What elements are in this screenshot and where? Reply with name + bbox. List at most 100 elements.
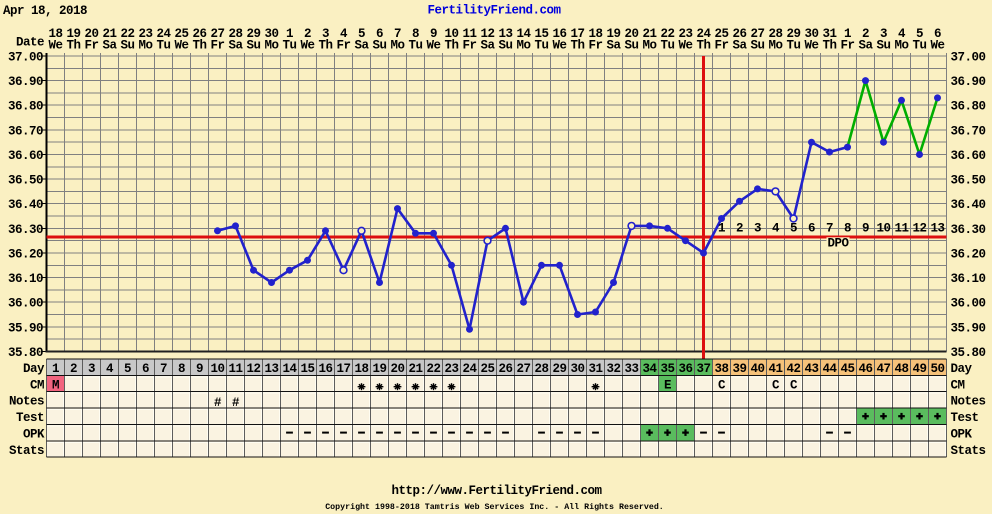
svg-text:25: 25	[174, 27, 188, 41]
svg-text:OPK: OPK	[951, 427, 973, 441]
svg-text:44: 44	[822, 362, 837, 376]
svg-text:18: 18	[354, 362, 368, 376]
svg-text:E: E	[664, 378, 671, 392]
svg-text:15: 15	[534, 27, 548, 41]
svg-text:Mo: Mo	[642, 39, 656, 53]
svg-text:5: 5	[916, 27, 923, 41]
svg-text:Mo: Mo	[894, 39, 908, 53]
svg-text:Th: Th	[696, 39, 710, 53]
svg-text:22: 22	[120, 27, 134, 41]
svg-text:36.10: 36.10	[8, 272, 43, 286]
svg-text:36.80: 36.80	[8, 100, 43, 114]
svg-text:10: 10	[444, 27, 458, 41]
svg-text:27: 27	[210, 27, 224, 41]
svg-text:Tu: Tu	[660, 39, 674, 53]
svg-text:2: 2	[736, 221, 743, 235]
svg-text:11: 11	[894, 221, 908, 235]
svg-text:6: 6	[376, 27, 383, 41]
svg-text:27: 27	[516, 362, 530, 376]
svg-text:14: 14	[516, 27, 531, 41]
svg-text:Day: Day	[23, 362, 45, 376]
svg-text:35.80: 35.80	[951, 346, 986, 360]
svg-text:Th: Th	[192, 39, 206, 53]
svg-text:23: 23	[138, 27, 152, 41]
svg-text:Su: Su	[246, 39, 260, 53]
svg-text:36.50: 36.50	[8, 174, 43, 188]
svg-text:47: 47	[876, 362, 890, 376]
svg-text:Tu: Tu	[282, 39, 296, 53]
svg-text:19: 19	[606, 27, 620, 41]
svg-text:Fr: Fr	[84, 39, 98, 53]
svg-text:Test: Test	[16, 411, 44, 425]
svg-text:5: 5	[124, 362, 131, 376]
svg-text:1: 1	[286, 27, 293, 41]
svg-text:Stats: Stats	[9, 444, 44, 458]
svg-text:Th: Th	[444, 39, 458, 53]
svg-text:C: C	[790, 378, 798, 392]
svg-text:29: 29	[552, 362, 566, 376]
svg-text:36.90: 36.90	[8, 75, 43, 89]
svg-text:48: 48	[894, 362, 908, 376]
svg-text:Su: Su	[624, 39, 638, 53]
svg-text:C: C	[718, 378, 726, 392]
svg-text:Fr: Fr	[840, 39, 854, 53]
svg-text:36.20: 36.20	[951, 248, 986, 262]
svg-text:26: 26	[498, 362, 512, 376]
svg-text:26: 26	[732, 27, 746, 41]
svg-text:Th: Th	[318, 39, 332, 53]
svg-text:Mo: Mo	[138, 39, 152, 53]
svg-text:36.00: 36.00	[951, 297, 986, 311]
svg-text:37.00: 37.00	[951, 51, 986, 65]
svg-text:21: 21	[102, 27, 116, 41]
svg-text:19: 19	[66, 27, 80, 41]
svg-text:FertilityFriend.com: FertilityFriend.com	[427, 4, 561, 18]
svg-text:21: 21	[408, 362, 422, 376]
svg-text:3: 3	[754, 221, 761, 235]
svg-text:29: 29	[246, 27, 260, 41]
svg-text:36.60: 36.60	[951, 149, 986, 163]
svg-text:12: 12	[246, 362, 260, 376]
svg-text:35: 35	[660, 362, 674, 376]
svg-text:Tu: Tu	[408, 39, 422, 53]
svg-text:Tu: Tu	[156, 39, 170, 53]
svg-text:12: 12	[912, 221, 926, 235]
svg-text:36.30: 36.30	[951, 223, 986, 237]
svg-text:30: 30	[804, 27, 818, 41]
svg-text:We: We	[300, 39, 314, 53]
svg-text:36.90: 36.90	[951, 75, 986, 89]
svg-text:36.20: 36.20	[8, 248, 43, 262]
svg-text:46: 46	[858, 362, 872, 376]
svg-text:Sa: Sa	[480, 39, 495, 53]
svg-text:Sa: Sa	[354, 39, 369, 53]
svg-text:2: 2	[862, 27, 869, 41]
svg-text:15: 15	[300, 362, 314, 376]
svg-text:36: 36	[678, 362, 692, 376]
svg-text:16: 16	[552, 27, 566, 41]
svg-text:We: We	[174, 39, 188, 53]
svg-text:29: 29	[786, 27, 800, 41]
svg-text:1: 1	[718, 221, 725, 235]
svg-text:33: 33	[624, 362, 638, 376]
svg-text:11: 11	[228, 362, 242, 376]
svg-text:3: 3	[880, 27, 887, 41]
svg-text:35.80: 35.80	[8, 346, 43, 360]
svg-text:1: 1	[52, 362, 59, 376]
svg-text:37.00: 37.00	[8, 51, 43, 65]
svg-text:28: 28	[768, 27, 782, 41]
svg-text:Sa: Sa	[732, 39, 747, 53]
svg-text:21: 21	[642, 27, 656, 41]
svg-text:13: 13	[930, 221, 944, 235]
svg-text:31: 31	[588, 362, 602, 376]
svg-text:6: 6	[142, 362, 149, 376]
svg-text:Sa: Sa	[228, 39, 243, 53]
svg-text:Sa: Sa	[606, 39, 621, 53]
svg-text:17: 17	[570, 27, 584, 41]
svg-text:3: 3	[88, 362, 95, 376]
svg-text:36.10: 36.10	[951, 272, 986, 286]
svg-text:18: 18	[588, 27, 602, 41]
svg-text:Test: Test	[951, 411, 979, 425]
svg-text:Th: Th	[822, 39, 836, 53]
svg-text:17: 17	[336, 362, 350, 376]
svg-text:36.50: 36.50	[951, 174, 986, 188]
svg-text:32: 32	[606, 362, 620, 376]
